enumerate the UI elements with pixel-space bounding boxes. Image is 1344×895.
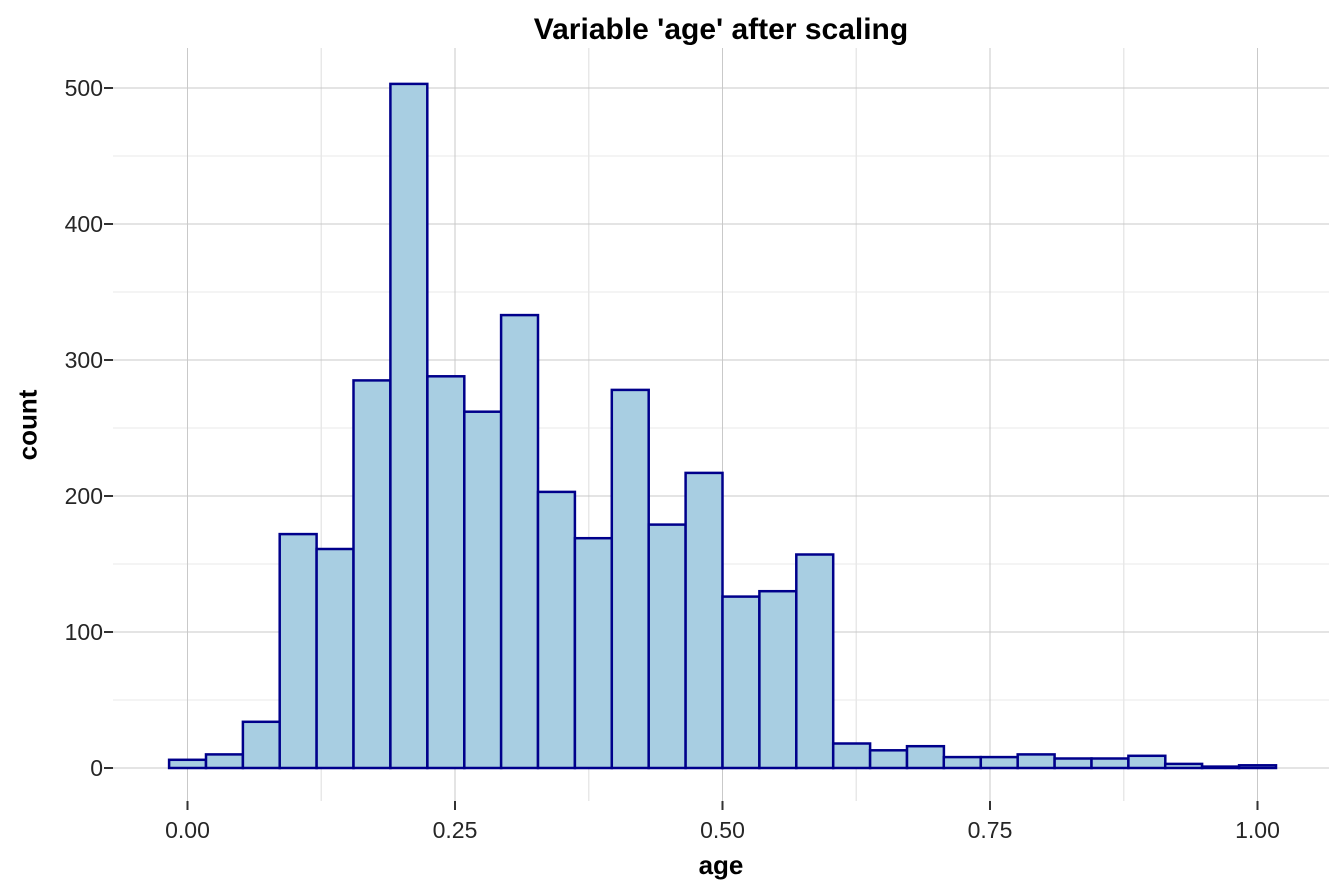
histogram-bar [499,313,540,770]
histogram-bar [536,490,577,770]
histogram-bar [942,755,982,770]
y-tick-label: 400 [65,211,103,237]
histogram-bar [1163,762,1204,770]
histogram-bar [831,742,872,770]
axis-tick-labels: 0.00 0.25 0.50 0.75 1.00 0 100 200 300 400 500 [65,75,1280,843]
y-axis-title: count [12,389,43,461]
y-tick-label: 500 [65,75,103,101]
histogram-bar [278,532,318,770]
chart-title: Variable 'age' after scaling [533,13,909,46]
histogram-bar [1200,765,1241,770]
histogram-bar [241,720,282,770]
histogram-bar [979,755,1019,770]
axis-tick-marks [104,87,1259,810]
histogram-bar [315,547,355,770]
y-tick-label: 300 [65,347,103,373]
y-tick-label: 0 [90,755,103,781]
x-axis-title: age [698,850,744,880]
x-tick-label: 1.00 [1235,817,1280,843]
histogram-bar [1127,754,1167,770]
y-tick-label: 200 [65,483,103,509]
histogram-bar [352,379,392,770]
x-tick-label: 0.50 [700,817,745,843]
histogram-bar [1090,757,1130,770]
histogram-bar [647,523,687,770]
histogram-bar [1016,753,1056,770]
x-tick-label: 0.25 [433,817,478,843]
histogram-bar [463,410,503,770]
x-tick-label: 0.75 [968,817,1013,843]
histogram-bar [426,375,466,770]
histogram-bar [684,471,724,770]
histogram-bar [610,388,650,770]
histogram-bars [167,82,1278,770]
histogram-bar [795,553,835,770]
histogram-bar [204,753,245,770]
histogram-bar [1053,757,1093,770]
histogram-bar [868,749,909,770]
y-tick-label: 100 [65,619,103,645]
histogram-bar [1237,764,1278,770]
histogram-bar [905,744,946,770]
histogram-bar [167,758,208,770]
histogram-bar [389,82,429,770]
histogram-bar [573,536,614,770]
histogram-bar [721,595,761,770]
histogram-bar [758,589,798,770]
x-tick-label: 0.00 [165,817,210,843]
